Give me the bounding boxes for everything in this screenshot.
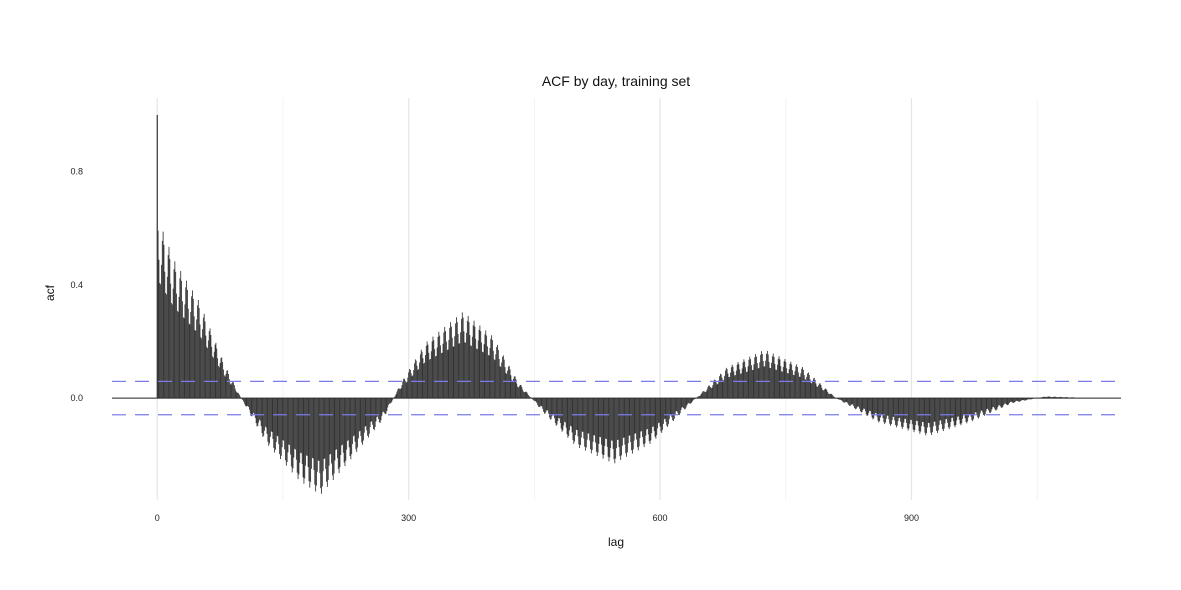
x-tick-label: 300 (401, 513, 416, 523)
y-axis-label: acf (43, 284, 57, 301)
x-tick-label: 900 (904, 513, 919, 523)
confidence-bounds (112, 380, 1121, 416)
tick-labels: 0 300 600 900 0.0 0.4 0.8 (70, 167, 919, 523)
x-tick-label: 0 (155, 513, 160, 523)
x-axis-label: lag (608, 535, 624, 549)
y-tick-label: 0.4 (70, 280, 83, 290)
y-tick-label: 0.8 (70, 167, 83, 177)
y-tick-label: 0.0 (70, 393, 83, 403)
x-tick-label: 600 (653, 513, 668, 523)
grid-lines (156, 98, 1038, 500)
chart-title: ACF by day, training set (542, 73, 690, 89)
acf-bars (156, 114, 1076, 494)
